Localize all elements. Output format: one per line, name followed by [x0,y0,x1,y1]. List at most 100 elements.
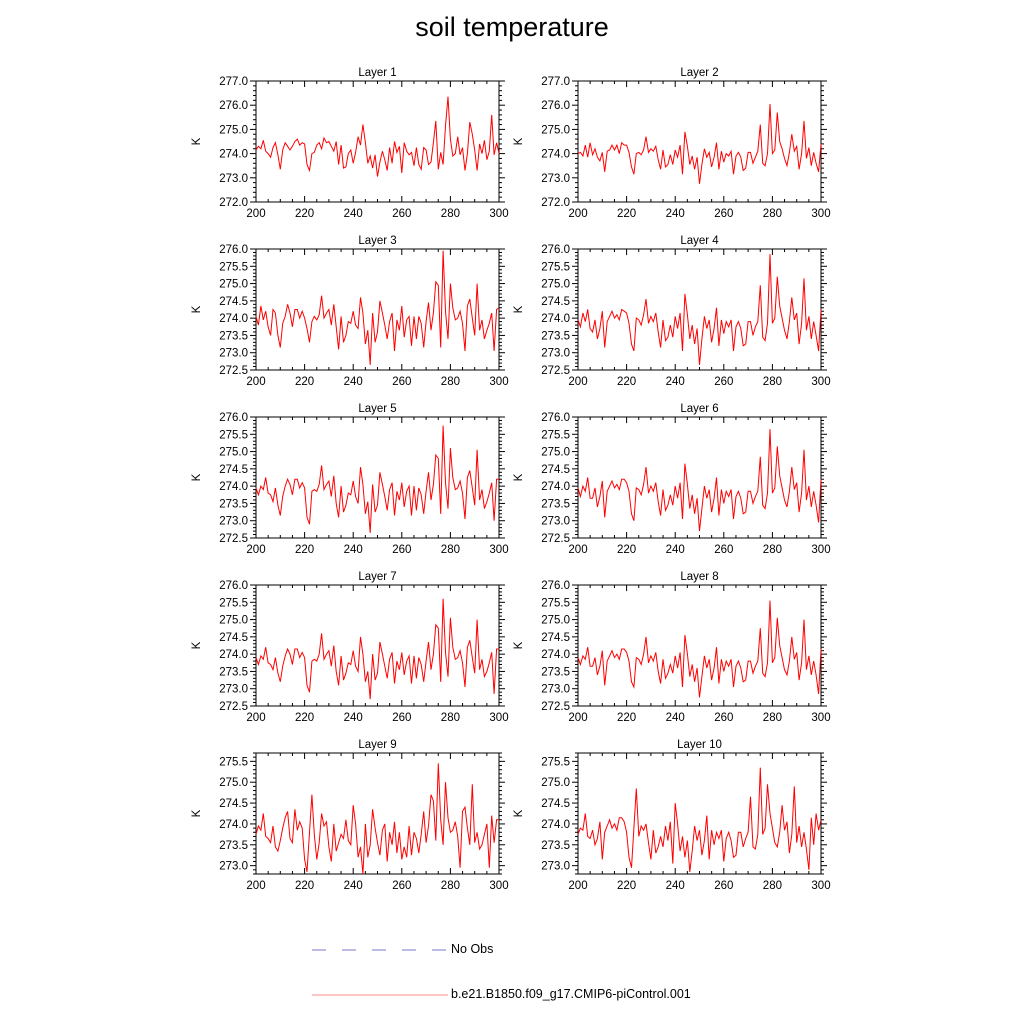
panel-5-frame [255,416,500,539]
panel-1-xtick-label: 300 [489,208,508,220]
panel-7-ytick-label: 272.5 [219,701,248,713]
panel-7-ytick-label: 275.5 [219,597,248,609]
panel-10-title: Layer 10 [677,739,722,751]
panel-10-ylabel: K [513,809,525,817]
panel-5-ytick-label: 274.5 [219,464,248,476]
panel-10-xtick-label: 220 [617,880,636,892]
panel-5-xtick-label: 240 [344,544,363,556]
panel-7-xtick-label: 200 [246,712,265,724]
panel-9-title: Layer 9 [358,739,396,751]
panel-8-xtick-label: 220 [617,712,636,724]
panel-8-xtick-label: 200 [568,712,587,724]
panel-7-ytick-label: 273.0 [219,684,248,696]
panel-9-series-line [255,763,499,875]
panel-3: Layer 3 K 200 220 240 260 280 300 272.5 273.0 273.… [191,235,509,388]
panel-5-xtick-label: 200 [246,544,265,556]
panel-9-ytick-label: 274.5 [219,798,248,810]
panel-7-ytick-label: 275.0 [219,615,248,627]
panel-4: Layer 4 K 200 220 240 260 280 300 272.5 273.0 273.… [513,235,831,388]
panel-8-ytick-label: 273.0 [541,684,570,696]
panel-3-series-line [255,250,500,365]
panel-3-xtick-label: 220 [295,376,314,388]
panel-2: Layer 2 K 200 220 240 260 280 300 272.0 273.0 274.… [513,67,831,220]
panel-10-ytick-label: 273.5 [541,840,570,852]
panel-5-xtick-label: 300 [489,544,508,556]
panel-3-xtick-label: 200 [246,376,265,388]
panel-9-ytick-label: 274.0 [219,819,248,831]
panel-5-ytick-label: 272.5 [219,533,248,545]
panel-5-ylabel: K [191,473,203,481]
panel-4-ylabel: K [513,305,525,313]
panel-2-ytick-label: 275.0 [541,124,570,136]
panel-1-series-line [255,96,500,177]
panel-7-ytick-label: 274.5 [219,632,248,644]
panel-6-series-line [577,429,822,532]
panel-6-ytick-label: 273.0 [541,516,570,528]
panel-6-ytick-label: 274.5 [541,464,570,476]
panel-3-ylabel: K [191,305,203,313]
panel-7-title: Layer 7 [358,571,396,583]
panel-3-title: Layer 3 [358,235,396,247]
panel-9-xtick-label: 300 [489,880,508,892]
panel-2-ytick-label: 277.0 [541,76,570,88]
panel-5-ytick-label: 275.0 [219,447,248,459]
panel-6-xtick-label: 220 [617,544,636,556]
panel-4-xtick-label: 260 [714,376,733,388]
panel-7-series-line [255,598,499,700]
panel-2-xtick-label: 200 [568,208,587,220]
panel-2-series-line [577,103,822,184]
panel-3-xtick-label: 260 [392,376,411,388]
panel-7-ytick-label: 276.0 [219,580,248,592]
panel-1-ytick-label: 273.0 [219,173,248,185]
panel-6-ylabel: K [513,473,525,481]
panel-3-ytick-label: 275.5 [219,261,248,273]
panel-1-frame [255,80,500,203]
panel-4-ytick-label: 274.5 [541,296,570,308]
panel-4-xtick-label: 240 [666,376,685,388]
panel-8-ylabel: K [513,641,525,649]
panel-2-ytick-label: 273.0 [541,173,570,185]
panel-9-ytick-label: 275.0 [219,777,248,789]
panel-4-frame [577,248,822,371]
panel-7: Layer 7 K 200 220 240 260 280 300 272.5 273.0 273.… [191,571,509,724]
panel-10-xtick-label: 200 [568,880,587,892]
panel-4-ytick-label: 276.0 [541,244,570,256]
panel-8-title: Layer 8 [680,571,718,583]
panel-3-ytick-label: 274.5 [219,296,248,308]
panel-3-ytick-label: 272.5 [219,365,248,377]
panel-9: Layer 9 K 200 220 240 260 280 300 273.0 273.5 274.… [191,739,509,892]
panel-6-ytick-label: 275.5 [541,429,570,441]
panel-9-ylabel: K [191,809,203,817]
panel-6-ytick-label: 272.5 [541,533,570,545]
panel-4-ytick-label: 273.0 [541,348,570,360]
panel-7-frame [255,584,500,707]
panel-1-ytick-label: 277.0 [219,76,248,88]
panel-5-ytick-label: 275.5 [219,429,248,441]
panel-8-xtick-label: 280 [763,712,782,724]
panel-7-xtick-label: 240 [344,712,363,724]
panel-7-xtick-label: 280 [441,712,460,724]
panel-4-ytick-label: 273.5 [541,330,570,342]
panel-5-series-line [255,425,499,533]
panel-10-ytick-label: 274.5 [541,798,570,810]
panel-8-ytick-label: 274.0 [541,649,570,661]
panel-2-ytick-label: 276.0 [541,100,570,112]
panel-7-ylabel: K [191,641,203,649]
panel-1-ylabel: K [191,137,203,145]
panel-6-ytick-label: 273.5 [541,498,570,510]
panel-9-ytick-label: 273.5 [219,840,248,852]
panel-4-ytick-label: 275.0 [541,279,570,291]
panel-6-xtick-label: 280 [763,544,782,556]
panel-10-xtick-label: 280 [763,880,782,892]
panel-3-ytick-label: 276.0 [219,244,248,256]
panel-9-xtick-label: 220 [295,880,314,892]
panel-6-xtick-label: 200 [568,544,587,556]
panel-10: Layer 10 K 200 220 240 260 280 300 273.0 273.5 274… [513,739,831,892]
panel-4-ytick-label: 275.5 [541,261,570,273]
panel-1-ytick-label: 275.0 [219,124,248,136]
panel-7-ytick-label: 273.5 [219,666,248,678]
panel-9-xtick-label: 200 [246,880,265,892]
panel-5-ytick-label: 273.5 [219,498,248,510]
panel-3-ytick-label: 274.0 [219,313,248,325]
